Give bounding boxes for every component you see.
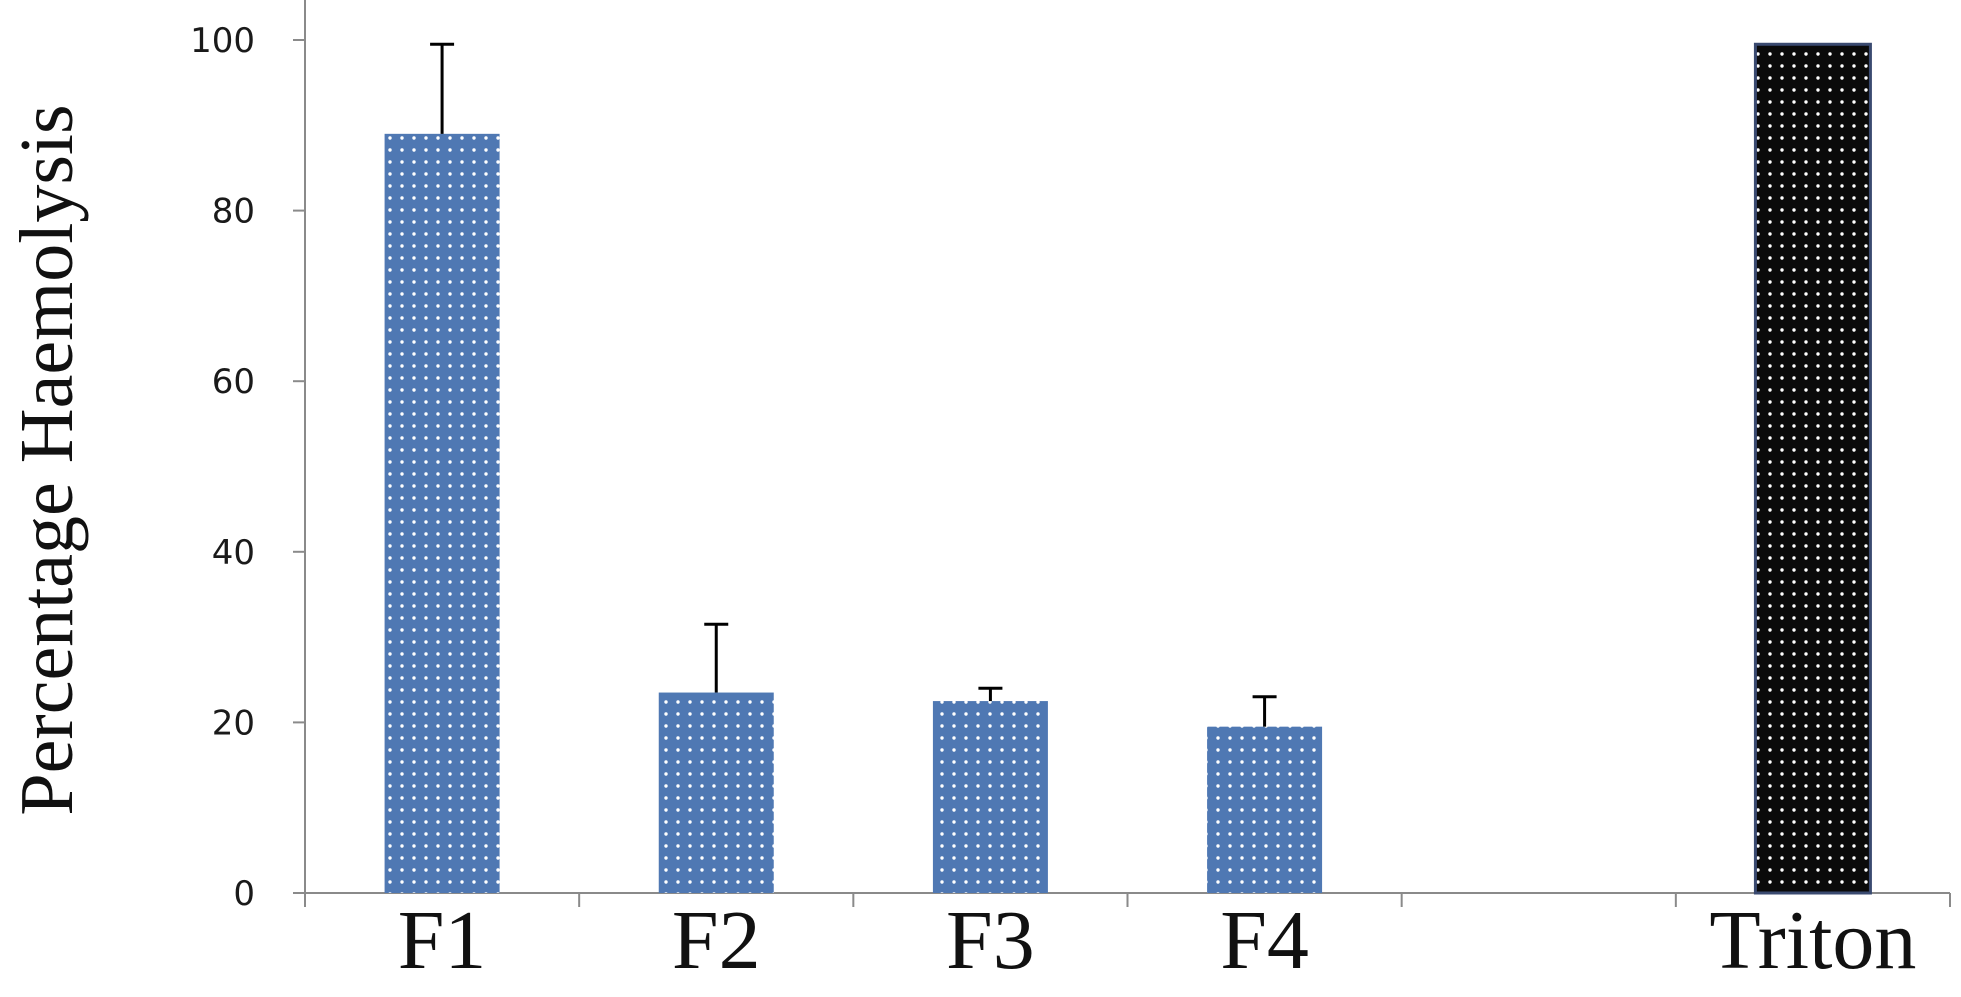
bar-f1	[384, 133, 500, 893]
x-category-label: F4	[1220, 894, 1309, 987]
y-tick-label: 20	[212, 703, 255, 743]
x-category-label: F3	[946, 894, 1035, 987]
plot-area: 0 20 40 60 80 100 F1 F2 F3 F4 Triton	[190, 0, 1951, 987]
x-category-label: Triton	[1709, 894, 1916, 987]
x-category-label: F1	[398, 894, 487, 987]
y-tick-label: 100	[190, 21, 255, 61]
y-axis-label: Percentage Haemolysis	[5, 104, 89, 815]
bar-triton	[1753, 42, 1872, 895]
y-tick-label: 60	[212, 362, 255, 402]
y-tick-label: 80	[212, 192, 255, 232]
y-tick-label: 40	[212, 533, 255, 573]
y-tick-label: 0	[233, 874, 255, 914]
bar-f2	[658, 692, 774, 893]
bar-f3	[932, 701, 1048, 893]
x-category-label: F2	[672, 894, 761, 987]
bar-f4	[1207, 726, 1323, 893]
